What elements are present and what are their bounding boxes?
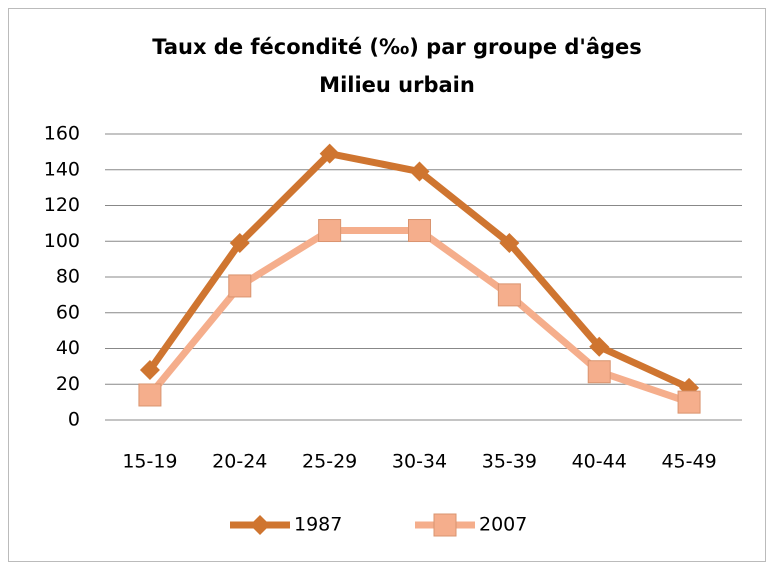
data-point [587, 360, 611, 384]
data-point [589, 336, 610, 357]
data-point [138, 383, 162, 407]
data-point [228, 274, 252, 298]
data-point [229, 233, 250, 254]
data-point [139, 359, 160, 380]
y-tick-label: 100 [44, 230, 80, 252]
legend-marker [433, 513, 457, 537]
y-tick-label: 80 [56, 266, 80, 288]
data-point [499, 233, 520, 254]
y-tick-label: 120 [44, 194, 80, 216]
x-tick-label: 15-19 [122, 451, 177, 473]
y-tick-label: 40 [56, 337, 80, 359]
x-tick-label: 25-29 [302, 451, 357, 473]
legend-marker [250, 515, 270, 535]
data-point [409, 161, 430, 182]
chart-frame [8, 8, 766, 562]
y-tick-label: 20 [56, 373, 80, 395]
data-point [408, 219, 431, 243]
x-tick-label: 30-34 [392, 451, 447, 473]
y-tick-label: 140 [44, 158, 80, 180]
legend-label: 1987 [294, 514, 342, 536]
data-point [319, 143, 340, 164]
chart-subtitle: Milieu urbain [319, 73, 475, 97]
y-tick-label: 0 [68, 409, 80, 431]
data-point [497, 283, 521, 307]
data-point [677, 390, 701, 414]
x-tick-label: 45-49 [661, 451, 716, 473]
x-tick-label: 20-24 [212, 451, 267, 473]
y-tick-label: 160 [44, 123, 80, 145]
x-tick-label: 35-39 [482, 451, 537, 473]
data-point [318, 219, 342, 243]
x-tick-label: 40-44 [572, 451, 627, 473]
chart-title: Taux de fécondité (‰) par groupe d'âges [152, 35, 642, 59]
legend-label: 2007 [479, 514, 527, 536]
y-tick-label: 60 [56, 301, 80, 323]
